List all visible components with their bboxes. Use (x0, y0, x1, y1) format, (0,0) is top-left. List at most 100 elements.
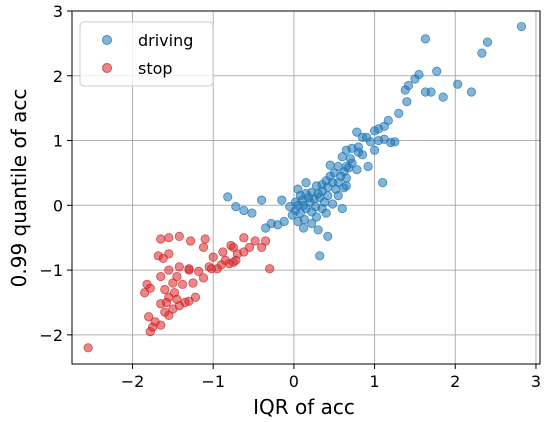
axis-ticks: −2 −1 0 1 2 3 −2 −1 0 1 2 3 (39, 2, 541, 391)
driving-point (341, 181, 351, 191)
driving-point (323, 231, 333, 242)
driving-point (315, 251, 325, 261)
series-driving (223, 21, 527, 261)
driving-point (438, 92, 448, 102)
x-axis-label: IQR of acc (253, 395, 355, 419)
legend-marker-stop (102, 63, 112, 73)
legend-label-stop: stop (138, 59, 173, 78)
stop-point (164, 233, 174, 243)
stop-point (172, 271, 182, 282)
driving-point (432, 66, 442, 76)
y-tick-label: 2 (53, 67, 63, 86)
y-tick-label: 1 (53, 132, 63, 151)
stop-point (244, 242, 255, 253)
stop-point (164, 310, 174, 321)
stop-point (142, 279, 152, 289)
y-tick-label: −2 (39, 326, 63, 345)
stop-point (184, 264, 194, 274)
driving-point (352, 127, 362, 137)
driving-point (257, 195, 267, 205)
driving-point (287, 210, 297, 220)
stop-point (200, 234, 210, 244)
stop-point (194, 266, 204, 276)
x-tick-label: −1 (201, 372, 225, 391)
plot-frame (71, 10, 541, 365)
stop-point (174, 262, 184, 272)
data-points (83, 21, 527, 353)
stop-point (204, 262, 214, 272)
stop-point (177, 279, 188, 289)
driving-point (390, 137, 400, 147)
driving-point (341, 145, 351, 155)
stop-point (198, 273, 209, 283)
stop-point (220, 255, 230, 265)
x-tick-label: 2 (450, 372, 460, 391)
driving-point (277, 195, 287, 205)
stop-point (239, 233, 249, 243)
stop-point (208, 252, 218, 262)
driving-point (394, 108, 404, 118)
stop-point (186, 236, 196, 246)
driving-point (311, 212, 322, 222)
stop-point (261, 236, 271, 246)
stop-point (198, 242, 209, 253)
legend: driving stop (79, 21, 214, 87)
stop-point (144, 312, 154, 322)
driving-point (352, 165, 362, 175)
driving-point (402, 97, 412, 107)
driving-point (369, 145, 380, 155)
x-tick-label: 0 (289, 372, 299, 391)
driving-point (466, 87, 477, 97)
driving-point (337, 203, 347, 214)
x-tick-label: 3 (531, 372, 541, 391)
driving-point (231, 202, 241, 212)
driving-point (357, 150, 368, 160)
stop-point (188, 278, 198, 288)
stop-point (156, 271, 166, 282)
stop-point (265, 264, 275, 274)
driving-point (337, 152, 347, 162)
stop-point (160, 284, 170, 295)
x-tick-label: −2 (121, 372, 145, 391)
driving-point (426, 87, 436, 97)
driving-point (516, 21, 527, 32)
x-tick-label: 1 (369, 372, 379, 391)
driving-point (482, 37, 493, 47)
stop-point (257, 242, 267, 253)
stop-point (174, 231, 184, 242)
driving-point (298, 223, 309, 233)
driving-point (293, 184, 303, 194)
driving-point (261, 223, 271, 233)
driving-point (321, 208, 331, 218)
stop-point (169, 288, 180, 298)
driving-point (301, 178, 311, 188)
driving-point (400, 85, 410, 95)
y-tick-label: 0 (53, 196, 63, 215)
stop-point (250, 236, 260, 246)
stop-point (190, 292, 201, 302)
y-tick-label: −1 (39, 261, 63, 280)
stop-point (83, 343, 93, 353)
legend-box (79, 21, 214, 87)
stop-point (158, 253, 168, 264)
driving-point (307, 218, 317, 229)
driving-point (369, 126, 380, 136)
series-stop (83, 231, 275, 353)
stop-point (226, 240, 236, 251)
driving-point (325, 160, 335, 170)
stop-point (156, 320, 166, 330)
driving-point (363, 161, 373, 172)
driving-point (247, 208, 257, 218)
stop-point (218, 247, 228, 257)
driving-point (273, 220, 283, 230)
y-tick-label: 3 (53, 2, 63, 21)
driving-point (365, 137, 376, 147)
driving-point (239, 205, 249, 216)
stop-point (140, 288, 150, 298)
driving-point (223, 192, 233, 202)
driving-point (453, 79, 463, 89)
driving-point (374, 135, 384, 146)
legend-marker-driving (102, 35, 112, 45)
driving-point (293, 216, 303, 227)
